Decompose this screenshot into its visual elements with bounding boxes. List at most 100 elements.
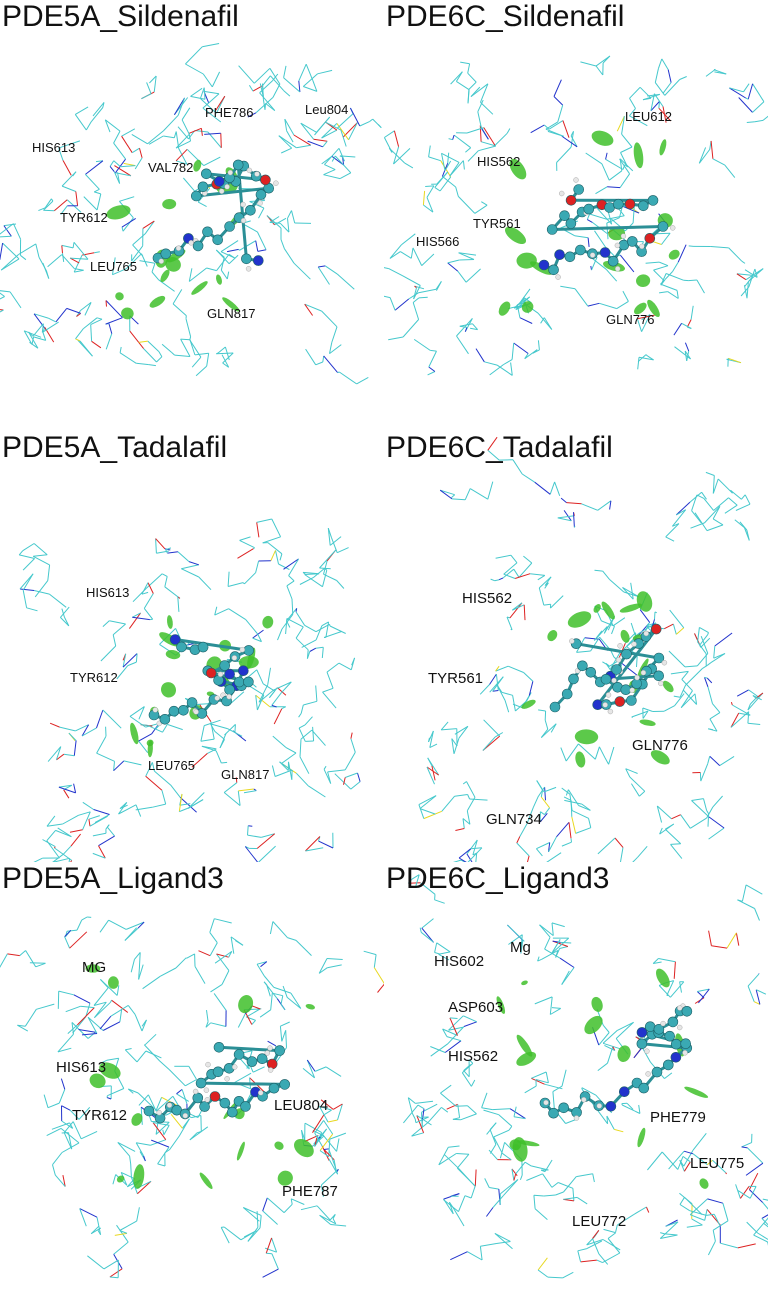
protein-bond (602, 1252, 621, 1264)
protein-bond (58, 146, 63, 149)
protein-bond (214, 918, 232, 924)
protein-bond (683, 1161, 691, 1172)
protein-bond (754, 119, 764, 123)
protein-bond (657, 58, 663, 69)
protein-bond (762, 115, 768, 121)
protein-bond (593, 630, 603, 641)
nci-surface (199, 1172, 213, 1190)
protein-bond (216, 953, 230, 971)
protein-bond (537, 956, 540, 962)
residue-label: HIS562 (462, 590, 512, 607)
protein-bond (412, 302, 420, 320)
protein-bond (451, 494, 456, 498)
protein-bond (262, 683, 275, 692)
protein-bond (469, 798, 488, 801)
ligand-ball-and-stick (549, 623, 668, 715)
protein-bond (188, 268, 193, 282)
protein-bond (435, 281, 442, 290)
protein-bond (113, 142, 126, 160)
protein-bond (550, 723, 557, 733)
protein-bond (155, 1095, 174, 1112)
protein-bond (85, 160, 104, 175)
protein-bond (512, 695, 516, 712)
protein-bond (121, 128, 136, 137)
protein-bond (269, 921, 274, 935)
protein-bond (717, 478, 733, 494)
protein-bond (562, 120, 570, 138)
protein-bond (606, 222, 609, 240)
protein-bond (210, 983, 223, 993)
protein-bond (349, 107, 361, 127)
protein-bond (438, 1146, 449, 1166)
protein-bond (175, 148, 188, 162)
protein-bond (87, 1031, 96, 1039)
protein-bond (170, 784, 181, 798)
protein-bond (480, 102, 494, 115)
protein-bond (447, 262, 459, 272)
protein-bond (462, 160, 465, 170)
protein-bond (323, 1120, 334, 1135)
protein-bond (211, 71, 221, 88)
protein-bond (47, 746, 62, 762)
protein-bond (134, 952, 141, 960)
protein-bond (520, 934, 523, 949)
protein-bond (463, 1015, 478, 1023)
protein-bond (280, 1004, 286, 1011)
protein-bond (475, 853, 478, 862)
protein-bond (226, 271, 230, 280)
protein-bond (91, 340, 102, 349)
protein-bond (62, 160, 72, 176)
protein-bond (78, 1029, 96, 1033)
protein-bond (321, 1145, 330, 1161)
protein-bond (415, 1116, 429, 1124)
protein-bond (712, 795, 723, 808)
protein-bond (238, 65, 255, 84)
hydrogen-atom (188, 240, 194, 246)
protein-bond (262, 99, 266, 110)
protein-bond (106, 826, 115, 837)
protein-bond (185, 1079, 197, 1087)
protein-bond (58, 990, 74, 996)
protein-bond (441, 728, 457, 731)
ligand-atom (670, 1038, 682, 1050)
protein-bond (511, 342, 515, 360)
protein-bond (730, 701, 733, 706)
protein-bond (126, 921, 145, 930)
protein-bond (301, 639, 317, 648)
protein-bond (736, 689, 749, 697)
protein-bond (332, 1214, 336, 1219)
protein-bond (664, 828, 682, 845)
protein-bond (337, 1103, 343, 1121)
protein-bond (321, 647, 324, 659)
protein-bond (614, 837, 624, 848)
protein-bond (431, 765, 436, 781)
protein-bond (586, 1239, 604, 1246)
ligand-ball-and-stick (152, 159, 279, 272)
protein-bond (645, 1206, 650, 1213)
protein-bond (164, 586, 181, 599)
hydrogen-atom (156, 1109, 162, 1116)
hydrogen-atom (631, 641, 637, 647)
ligand-atom (647, 195, 659, 206)
protein-bond (602, 1024, 610, 1033)
protein-bond (223, 792, 241, 806)
protein-bond (255, 695, 258, 711)
protein-bond (632, 205, 635, 224)
nci-surface (262, 615, 274, 629)
protein-bond (300, 122, 314, 140)
protein-bond (147, 724, 163, 733)
protein-bond (524, 1161, 532, 1167)
protein-bond (570, 131, 574, 148)
ligand-atom (241, 253, 252, 265)
nci-surface (162, 198, 177, 210)
protein-bond (468, 81, 477, 90)
protein-bond (120, 165, 136, 168)
protein-bond (73, 740, 77, 756)
protein-bond (536, 848, 543, 857)
protein-bond (327, 771, 332, 784)
protein-bond (524, 353, 529, 359)
protein-bond (509, 1108, 526, 1120)
protein-bond (551, 922, 565, 928)
nci-surface (637, 1127, 646, 1148)
protein-bond (345, 772, 358, 778)
